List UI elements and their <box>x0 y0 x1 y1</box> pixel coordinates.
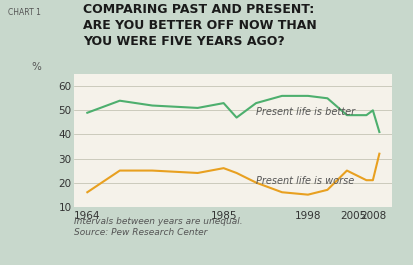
Text: CHART 1: CHART 1 <box>8 8 41 17</box>
Y-axis label: %: % <box>31 61 41 72</box>
Text: Present life is better: Present life is better <box>256 107 355 117</box>
Text: Intervals between years are unequal.
Source: Pew Research Center: Intervals between years are unequal. Sou… <box>74 217 243 237</box>
Text: Present life is worse: Present life is worse <box>256 176 354 186</box>
Text: COMPARING PAST AND PRESENT:
ARE YOU BETTER OFF NOW THAN
YOU WERE FIVE YEARS AGO?: COMPARING PAST AND PRESENT: ARE YOU BETT… <box>83 3 316 48</box>
